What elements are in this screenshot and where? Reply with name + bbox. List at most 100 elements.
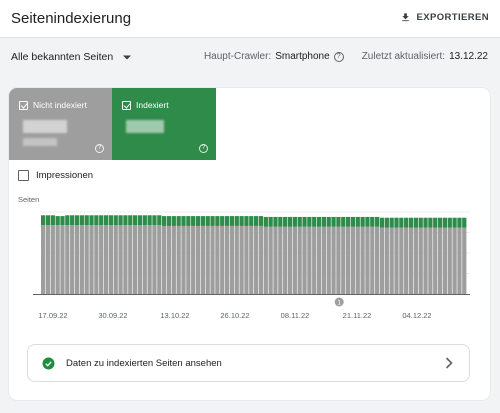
- bar-indexed: [283, 216, 288, 227]
- chart-y-label: Seiten: [18, 195, 40, 204]
- view-indexed-pages-label: Daten zu indexierten Seiten ansehen: [66, 357, 222, 369]
- x-tick-label: 13.10.22: [160, 311, 189, 320]
- bar-not-indexed: [433, 227, 438, 294]
- updated-label: Zuletzt aktualisiert:: [361, 51, 446, 62]
- bar-not-indexed: [137, 225, 143, 294]
- bar-indexed: [89, 215, 94, 226]
- checkbox-unchecked-icon[interactable]: [18, 170, 29, 181]
- bar-not-indexed: [360, 226, 365, 294]
- bar-not-indexed: [268, 226, 273, 294]
- bar-not-indexed: [210, 225, 215, 294]
- bar-indexed: [79, 215, 84, 226]
- bar-indexed: [113, 215, 118, 226]
- bar-not-indexed: [399, 227, 404, 294]
- bar-not-indexed: [200, 225, 205, 294]
- updated-value: 13.12.22: [449, 51, 488, 62]
- bar-not-indexed: [234, 225, 239, 294]
- bar-not-indexed: [331, 226, 336, 294]
- crawler-label: Haupt-Crawler:: [203, 51, 272, 62]
- bar-indexed: [195, 216, 201, 226]
- bar-not-indexed: [370, 226, 375, 294]
- bar-indexed: [452, 217, 457, 228]
- bar-indexed: [176, 216, 181, 226]
- bar-not-indexed: [273, 226, 278, 294]
- bar-indexed: [457, 217, 462, 228]
- x-tick-label: 26.10.22: [220, 311, 249, 320]
- bar-indexed: [433, 217, 438, 228]
- view-indexed-pages-button[interactable]: Daten zu indexierten Seiten ansehen: [27, 344, 470, 382]
- bar-indexed: [278, 216, 283, 227]
- export-button[interactable]: EXPORTIEREN: [400, 12, 490, 23]
- tile-not-indexed-label: Nicht indexiert: [33, 100, 87, 110]
- bar-not-indexed: [171, 225, 176, 294]
- bar-not-indexed: [389, 227, 394, 294]
- bar-indexed: [413, 217, 418, 228]
- bar-not-indexed: [186, 225, 191, 294]
- bar-indexed: [365, 216, 370, 227]
- x-tick-label: 30.09.22: [98, 311, 127, 320]
- bar-indexed: [447, 217, 452, 228]
- bar-not-indexed: [428, 227, 433, 294]
- bar-indexed: [462, 217, 467, 228]
- tile-indexed[interactable]: Indexiert ?: [112, 88, 216, 160]
- bar-indexed: [74, 215, 80, 226]
- bar-not-indexed: [379, 227, 385, 294]
- bar-not-indexed: [147, 225, 152, 294]
- checkbox-checked-icon[interactable]: [122, 100, 131, 110]
- bar-indexed: [321, 216, 327, 227]
- bar-not-indexed: [118, 225, 123, 294]
- impressions-toggle[interactable]: Impressionen: [18, 170, 93, 181]
- tile-not-indexed[interactable]: Nicht indexiert ?: [9, 88, 112, 160]
- bar-indexed: [162, 216, 167, 226]
- bar-not-indexed: [394, 227, 399, 294]
- bar-indexed: [423, 217, 428, 228]
- checkbox-checked-icon[interactable]: [19, 100, 28, 110]
- annotation-marker: [334, 297, 344, 307]
- help-icon[interactable]: ?: [333, 51, 344, 62]
- bar-indexed: [220, 216, 225, 226]
- crawler-value: Smartphone: [275, 51, 330, 62]
- bar-indexed: [41, 215, 46, 226]
- bar-not-indexed: [123, 225, 128, 294]
- bar-not-indexed: [355, 226, 360, 294]
- bar-not-indexed: [55, 225, 60, 294]
- bar-not-indexed: [263, 226, 268, 294]
- bar-indexed: [336, 216, 341, 227]
- bar-not-indexed: [254, 225, 259, 294]
- bar-indexed: [263, 216, 268, 227]
- help-icon[interactable]: ?: [199, 144, 208, 153]
- tile-indexed-label: Indexiert: [136, 100, 169, 110]
- bar-indexed: [437, 217, 443, 228]
- bar-not-indexed: [224, 225, 230, 294]
- bar-not-indexed: [384, 227, 389, 294]
- bar-indexed: [147, 215, 152, 226]
- export-label: EXPORTIEREN: [416, 12, 489, 23]
- bar-indexed: [287, 216, 293, 227]
- redacted-count: [126, 120, 164, 133]
- redacted-change: [23, 138, 57, 146]
- bar-not-indexed: [162, 225, 167, 294]
- bar-not-indexed: [79, 225, 84, 294]
- indexing-chart: 1 17.09.22 30.09.22 13.10.22 26.10.22 08.11.2…: [33, 211, 470, 320]
- bar-not-indexed: [84, 225, 89, 294]
- bar-indexed: [307, 216, 312, 227]
- bar-not-indexed: [50, 225, 55, 294]
- bar-not-indexed: [283, 226, 288, 294]
- page-filter-select[interactable]: Alle bekannten Seiten: [11, 51, 132, 63]
- bar-not-indexed: [239, 225, 244, 294]
- bar-indexed: [408, 217, 414, 228]
- bar-not-indexed: [462, 227, 467, 294]
- bar-indexed: [360, 216, 365, 227]
- bar-indexed: [375, 216, 380, 227]
- bar-indexed: [99, 215, 104, 226]
- bar-not-indexed: [152, 225, 157, 294]
- bar-not-indexed: [205, 225, 210, 294]
- bar-indexed: [355, 216, 360, 227]
- bar-indexed: [215, 216, 220, 226]
- bar-indexed: [350, 216, 356, 227]
- bar-not-indexed: [45, 225, 51, 294]
- bar-indexed: [316, 216, 322, 227]
- help-icon[interactable]: ?: [95, 144, 104, 153]
- bar-indexed: [428, 217, 433, 228]
- bar-not-indexed: [326, 226, 331, 294]
